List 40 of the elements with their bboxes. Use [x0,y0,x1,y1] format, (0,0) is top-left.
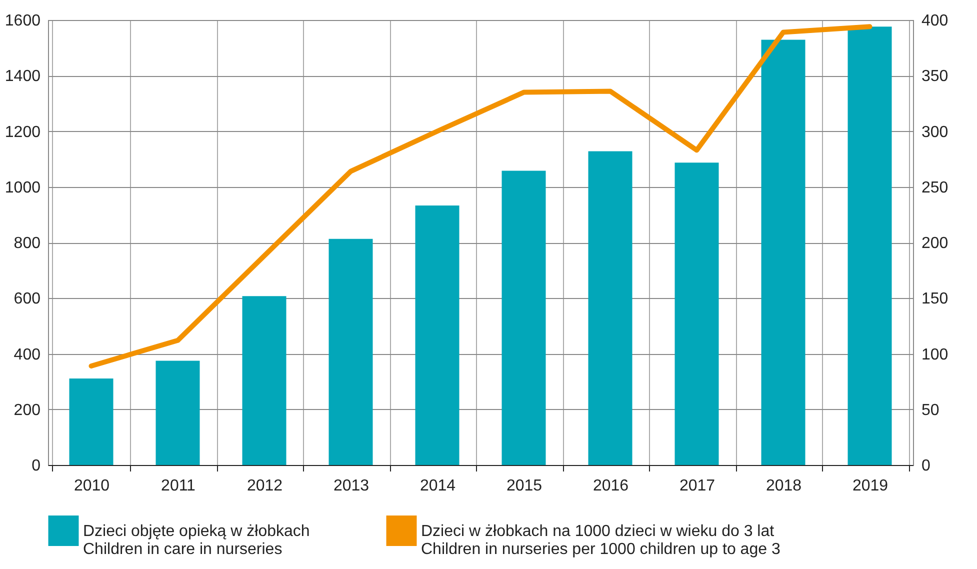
y-tick-label: 0 [32,458,41,474]
x-tick-label: 2013 [333,478,370,494]
y-tick-label: 200 [14,402,41,419]
x-tick-label: 2012 [246,478,283,494]
y-tick-label: 1000 [4,179,41,196]
y2-tick-label: 0 [922,458,930,474]
y2-tick-label: 100 [922,346,948,364]
y2-tick-label: 400 [922,12,948,30]
bar [415,206,460,465]
y2-tick-label: 250 [922,179,948,196]
bar [69,378,114,465]
y2-tick-label: 300 [922,124,948,141]
y-tick-label: 1200 [4,124,41,141]
y2-tick-label: 150 [922,290,948,308]
x-tick-label: 2016 [592,478,629,494]
y-tick-label: 800 [14,235,41,252]
bar [502,170,546,465]
bar [761,40,806,465]
y-tick-label: 400 [14,346,41,364]
y2-tick-label: 350 [922,68,948,86]
x-tick-label: 2014 [420,478,456,494]
y2-tick-label: 200 [922,235,948,252]
bar [156,360,200,465]
y2-tick-label: 50 [922,402,940,419]
x-tick-label: 2010 [74,478,110,494]
bar [242,296,286,465]
y-tick-label: 600 [14,290,41,308]
bar [674,162,719,465]
x-tick-label: 2019 [852,478,888,494]
y-tick-label: 1600 [4,12,41,30]
bar [588,151,632,465]
bar [328,238,373,465]
x-tick-label: 2011 [161,478,196,494]
bar [848,26,892,465]
x-tick-label: 2015 [506,478,542,494]
legend-label: Dzieci objęte opieką w żłobkach Children in care in nurseries [83,522,310,558]
legend-label: Dzieci w żłobkach na 1000 dzieci w wieku do 3 lat Children in nurseries per 1000 children up to age 3 [421,522,780,558]
x-tick-label: 2018 [766,478,802,494]
x-tick-label: 2017 [679,478,716,494]
y-tick-label: 1400 [4,68,41,86]
